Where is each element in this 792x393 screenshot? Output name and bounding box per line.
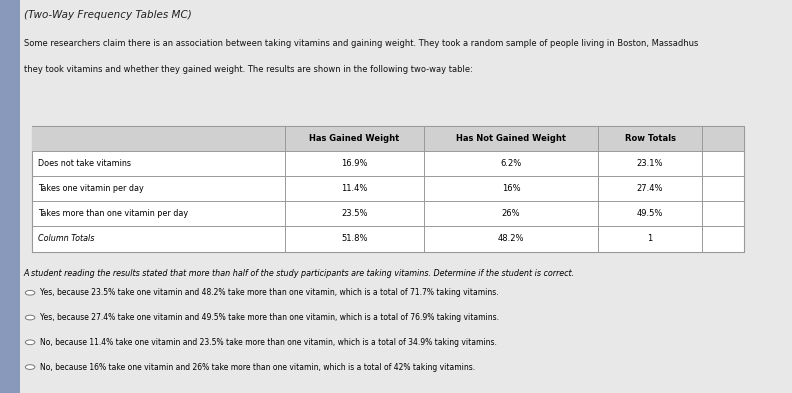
Text: 1: 1 [647, 235, 653, 243]
Text: 23.5%: 23.5% [341, 209, 367, 218]
Text: 26%: 26% [501, 209, 520, 218]
Text: A student reading the results stated that more than half of the study participan: A student reading the results stated tha… [24, 269, 575, 278]
Text: No, because 11.4% take one vitamin and 23.5% take more than one vitamin, which i: No, because 11.4% take one vitamin and 2… [40, 338, 497, 347]
Text: 23.1%: 23.1% [637, 159, 663, 168]
Text: 48.2%: 48.2% [498, 235, 524, 243]
Text: Column Totals: Column Totals [38, 235, 94, 243]
Text: Takes one vitamin per day: Takes one vitamin per day [38, 184, 144, 193]
Text: 11.4%: 11.4% [341, 184, 367, 193]
Text: (Two-Way Frequency Tables MC): (Two-Way Frequency Tables MC) [24, 10, 192, 20]
Text: Yes, because 23.5% take one vitamin and 48.2% take more than one vitamin, which : Yes, because 23.5% take one vitamin and … [40, 288, 498, 297]
Text: they took vitamins and whether they gained weight. The results are shown in the : they took vitamins and whether they gain… [24, 65, 473, 74]
Text: Takes more than one vitamin per day: Takes more than one vitamin per day [38, 209, 188, 218]
Text: 6.2%: 6.2% [501, 159, 522, 168]
Text: 49.5%: 49.5% [637, 209, 663, 218]
Text: 51.8%: 51.8% [341, 235, 367, 243]
Text: Has Not Gained Weight: Has Not Gained Weight [456, 134, 566, 143]
Text: Some researchers claim there is an association between taking vitamins and gaini: Some researchers claim there is an assoc… [24, 39, 698, 48]
Text: Yes, because 27.4% take one vitamin and 49.5% take more than one vitamin, which : Yes, because 27.4% take one vitamin and … [40, 313, 499, 322]
Text: 27.4%: 27.4% [637, 184, 663, 193]
Text: Row Totals: Row Totals [625, 134, 676, 143]
Text: Has Gained Weight: Has Gained Weight [309, 134, 399, 143]
Text: No, because 16% take one vitamin and 26% take more than one vitamin, which is a : No, because 16% take one vitamin and 26%… [40, 363, 474, 371]
Text: 16%: 16% [501, 184, 520, 193]
Text: Does not take vitamins: Does not take vitamins [38, 159, 131, 168]
Text: 16.9%: 16.9% [341, 159, 367, 168]
